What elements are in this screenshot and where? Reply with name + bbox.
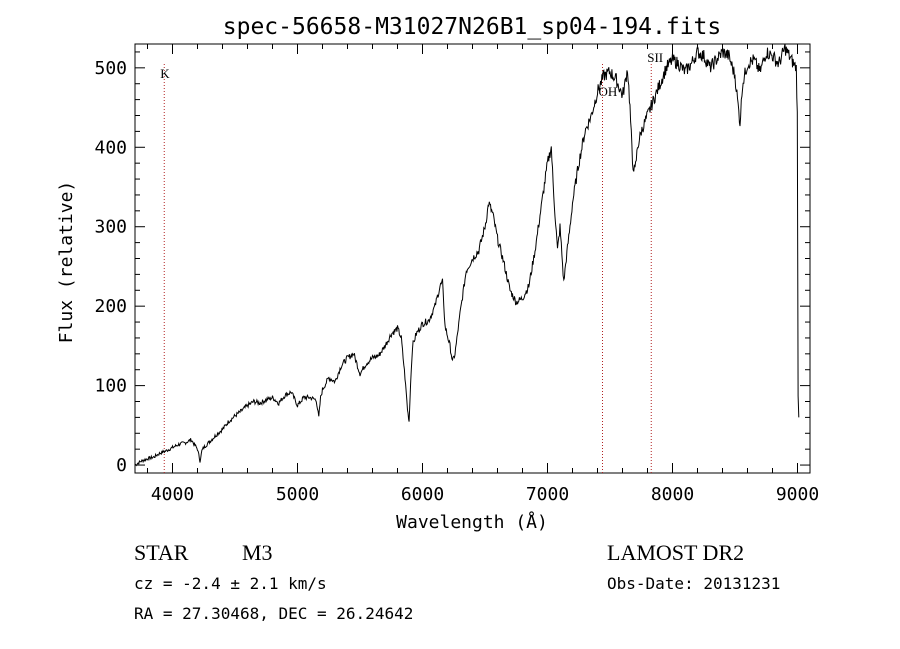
x-tick-label: 7000	[526, 484, 569, 505]
object-class: STAR	[134, 540, 189, 565]
x-tick-label: 8000	[651, 484, 694, 505]
x-tick-label: 4000	[151, 484, 194, 505]
y-tick-label: 400	[94, 137, 127, 158]
y-tick-label: 0	[116, 455, 127, 476]
x-tick-label: 9000	[776, 484, 819, 505]
y-axis-label: Flux (relative)	[56, 181, 77, 344]
survey-name: LAMOST DR2	[607, 540, 744, 565]
ra-dec: RA = 27.30468, DEC = 26.24642	[134, 604, 413, 623]
x-tick-label: 6000	[401, 484, 444, 505]
y-tick-label: 500	[94, 58, 127, 79]
chart-title: spec-56658-M31027N26B1_sp04-194.fits	[223, 14, 722, 40]
y-tick-label: 300	[94, 217, 127, 238]
y-tick-label: 200	[94, 296, 127, 317]
line-marker-label: K	[160, 66, 170, 81]
plot-frame	[134, 43, 811, 474]
object-subclass: M3	[242, 540, 273, 565]
obs-date: Obs-Date: 20131231	[607, 574, 780, 593]
spectrum-line	[134, 43, 800, 467]
y-tick-label: 100	[94, 376, 127, 397]
x-axis-label: Wavelength (Å)	[396, 511, 548, 533]
redshift-cz: cz = -2.4 ± 2.1 km/s	[134, 574, 327, 593]
line-marker-label: SII	[647, 50, 663, 65]
x-tick-label: 5000	[276, 484, 319, 505]
plot-area: 4000 5000 6000 7000 8000 9000 0 100 200 300 400 500…	[94, 43, 819, 505]
line-marker-label: OH	[599, 84, 618, 99]
